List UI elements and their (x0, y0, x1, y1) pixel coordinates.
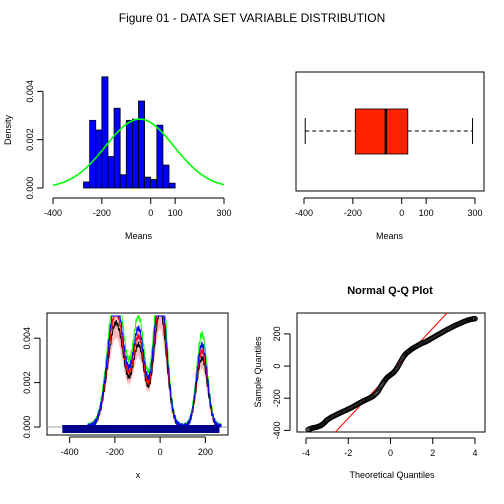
hist-x-tick-label: 100 (168, 208, 183, 218)
histogram-panel: -400 -200 0 100 300 0.000 0.002 0.004 Means Densi… (3, 76, 232, 241)
plot-frame (46, 312, 229, 436)
histogram-bar (138, 100, 146, 189)
box-x-tick-label: -400 (295, 208, 313, 218)
qq-y-tick-label: -400 (272, 421, 282, 439)
x-axis-label: Means (125, 231, 153, 241)
plot-frame (296, 312, 486, 433)
qq-y-tick-label: 0 (272, 364, 282, 369)
histogram-bar (101, 76, 109, 189)
y-axis-label: Density (3, 114, 13, 145)
hist-x-tick-label: -200 (93, 208, 111, 218)
histogram-bar (144, 176, 152, 189)
dens-y-tick-label: 0.002 (22, 371, 32, 394)
hist-x-tick-label: 300 (216, 208, 231, 218)
hist-x-tick-label: -400 (44, 208, 62, 218)
histogram-bar (125, 119, 133, 189)
box-x-tick-label: 0 (399, 208, 404, 218)
hist-x-tick-label: 0 (148, 208, 153, 218)
qq-x-tick-label: 4 (472, 448, 477, 458)
figure-title: Figure 01 - DATA SET VARIABLE DISTRIBUTI… (119, 11, 386, 25)
boxplot-panel: -400 -200 0 100 300 Means (295, 71, 485, 241)
hist-y-tick-label: 0.002 (25, 128, 35, 151)
dens-x-tick-label: -200 (106, 447, 124, 457)
density-panel: -400 -200 0 200 0.000 0.002 0.004 x (22, 312, 229, 480)
histogram-bar (156, 124, 164, 189)
qq-y-tick-label: 200 (272, 326, 282, 341)
qq-x-tick-label: 0 (388, 448, 393, 458)
x-axis-label: Means (376, 231, 404, 241)
dens-x-tick-label: 0 (158, 447, 163, 457)
sample-point (472, 315, 478, 322)
x-axis-label: Theoretical Quantiles (349, 470, 435, 480)
dens-x-tick-label: -400 (61, 447, 79, 457)
qq-x-tick-label: 2 (430, 448, 435, 458)
box-x-tick-label: 100 (419, 208, 434, 218)
qq-x-tick-label: -4 (302, 448, 310, 458)
histogram-bar (89, 119, 97, 189)
histogram-bar (83, 181, 91, 189)
qq-plot-panel: Normal Q-Q Plot -4 -2 0 2 4 -400 -200 0 200 Theore… (253, 285, 486, 480)
sample-point (392, 367, 399, 373)
histogram-bar (95, 129, 103, 189)
density-line (87, 315, 222, 429)
histogram-bar (107, 156, 115, 189)
histogram-bar (150, 179, 158, 189)
plot-title: Normal Q-Q Plot (347, 285, 433, 297)
histogram-bar (119, 174, 127, 189)
box-iqr (354, 108, 409, 155)
y-axis-label: Sample Quantiles (253, 336, 263, 408)
histogram-bar (113, 107, 121, 189)
box-x-tick-label: 300 (467, 208, 482, 218)
hist-y-tick-label: 0.000 (25, 177, 35, 200)
dens-x-tick-label: 200 (198, 447, 213, 457)
density-line (87, 315, 222, 429)
normal-density-curve (52, 118, 225, 186)
density-line (87, 315, 222, 429)
x-axis-label: x (136, 470, 141, 480)
histogram-bar (131, 118, 139, 189)
histogram-bar (162, 164, 170, 189)
box-x-tick-label: -200 (344, 208, 362, 218)
histogram-bar (168, 182, 176, 189)
dens-y-tick-label: 0.004 (22, 327, 32, 350)
plot-frame (295, 71, 485, 192)
dens-y-tick-label: 0.000 (22, 416, 32, 439)
qq-y-tick-label: -200 (272, 389, 282, 407)
density-line (87, 315, 222, 429)
hist-y-tick-label: 0.004 (25, 80, 35, 103)
qq-x-tick-label: -2 (344, 448, 352, 458)
